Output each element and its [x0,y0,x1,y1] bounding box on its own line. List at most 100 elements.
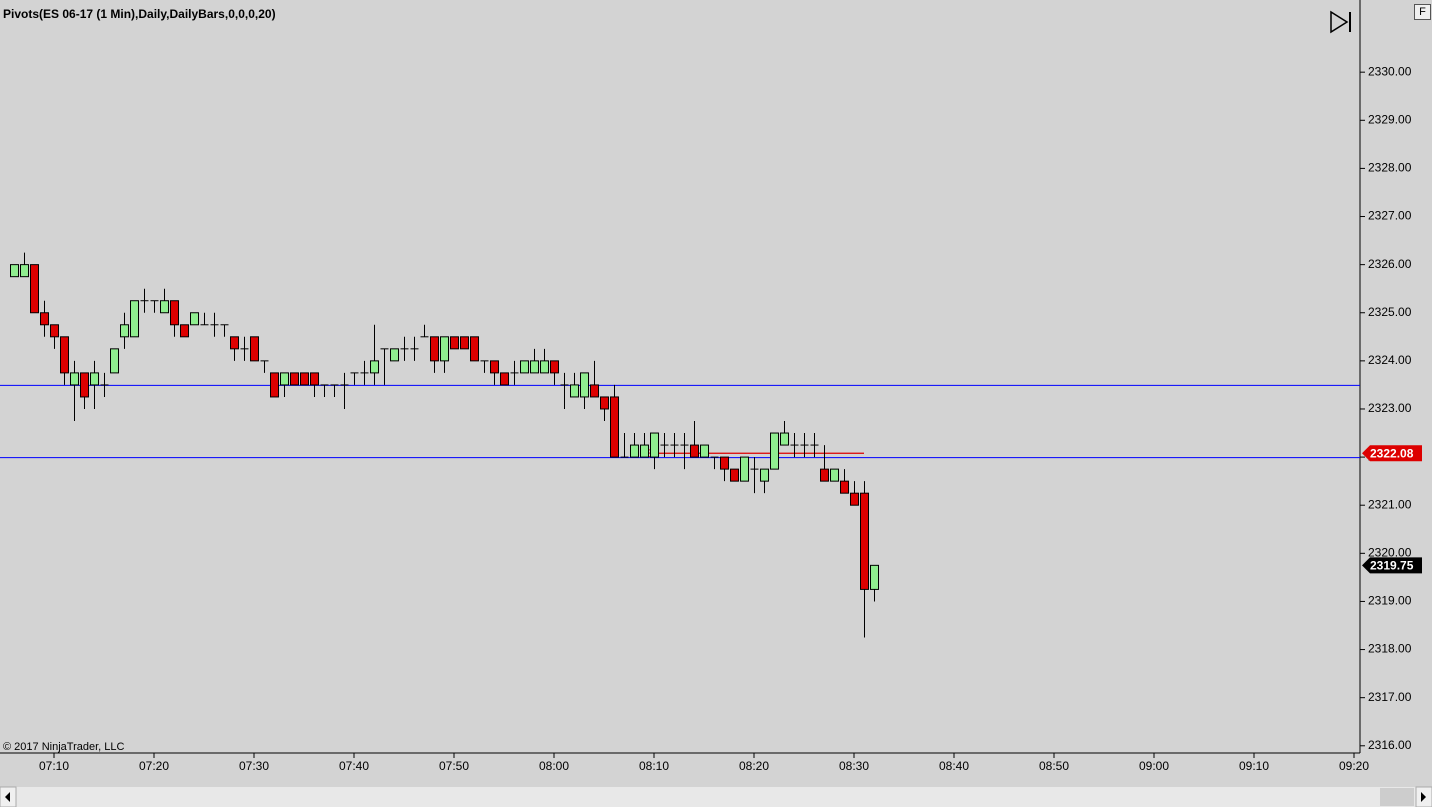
candle-body [270,372,279,398]
candle [490,360,499,385]
candle [240,336,249,361]
candle [60,336,69,385]
candle-body [310,372,319,386]
y-tick-label: 2325.00 [1368,305,1412,319]
candle [730,468,739,482]
candle-body [520,360,529,374]
candle [610,384,619,458]
candle [520,360,529,374]
price-marker [1362,445,1422,462]
candle-body [570,384,579,398]
x-tick-label: 07:20 [139,759,169,773]
candle [440,336,449,373]
candle [740,456,749,482]
candle [710,456,719,470]
candle-body [70,372,79,386]
candle-body [430,336,439,362]
candle [480,360,489,373]
candle-body [300,372,309,386]
candle-body [450,336,459,350]
candle-body [780,432,789,446]
candle [640,433,649,458]
candle [130,300,139,338]
candle [70,360,79,422]
x-tick-label: 08:30 [839,759,869,773]
y-tick-label: 2317.00 [1368,690,1412,704]
candle [800,433,809,458]
candle-body [540,360,549,374]
candle [660,433,669,458]
candle [450,336,459,350]
play-button[interactable] [1330,10,1351,34]
candle [670,433,679,458]
candle-body [760,468,769,482]
candle-body [50,324,59,338]
scroll-right-arrow [1421,792,1426,802]
y-tick-label: 2330.00 [1368,64,1412,78]
candle-body [60,336,69,374]
candle [300,372,309,386]
candle-body [160,300,169,314]
x-tick-label: 08:20 [739,759,769,773]
x-tick-label: 09:10 [1239,759,1269,773]
candle [770,432,779,470]
y-tick-label: 2323.00 [1368,401,1412,415]
candle-body [460,336,469,350]
candle-body [700,444,709,458]
candle [160,288,169,314]
candle [280,372,289,397]
candle-body [30,264,39,314]
x-tick-label: 09:00 [1139,759,1169,773]
candle [360,360,369,385]
candle [420,324,429,338]
candle-body [850,492,859,506]
candle-body [20,264,29,278]
f-button-box [1414,4,1431,20]
candle [470,336,479,362]
candle-body [110,348,119,374]
candle [190,312,199,326]
candle-body [630,444,639,458]
candle-body [740,456,749,482]
candle-body [830,468,839,482]
candle [630,433,639,458]
candle [250,336,259,362]
candle [350,372,359,385]
candle [30,264,39,314]
candle [330,384,339,397]
scrollbar[interactable] [0,786,1432,807]
y-tick-label: 2316.00 [1368,738,1412,752]
candle-body [40,312,49,326]
candle [200,312,209,326]
candle [860,481,869,638]
candle [100,372,109,397]
candle [840,469,849,494]
candle [720,456,729,482]
candle-body [860,492,869,590]
y-tick-label: 2321.00 [1368,497,1412,511]
candle [380,348,389,385]
candle-body [90,372,99,386]
candle [90,360,99,409]
candle-body [180,324,189,338]
f-button-label: F [1419,6,1426,18]
candle-body [870,564,879,590]
candle-body [590,384,599,398]
candle [80,372,89,409]
f-button[interactable]: F [1414,4,1431,20]
candle [110,348,119,374]
candle-body [470,336,479,362]
y-tick-label: 2318.00 [1368,642,1412,656]
candle [340,372,349,409]
x-tick-label: 08:50 [1039,759,1069,773]
candle-body [690,444,699,458]
candle-body [390,348,399,362]
candle [410,336,419,361]
y-tick-label: 2326.00 [1368,257,1412,271]
candle-body [10,264,19,278]
candle-body [440,336,449,362]
candle-body [500,372,509,386]
candle [500,372,509,386]
x-tick-label: 09:20 [1339,759,1369,773]
